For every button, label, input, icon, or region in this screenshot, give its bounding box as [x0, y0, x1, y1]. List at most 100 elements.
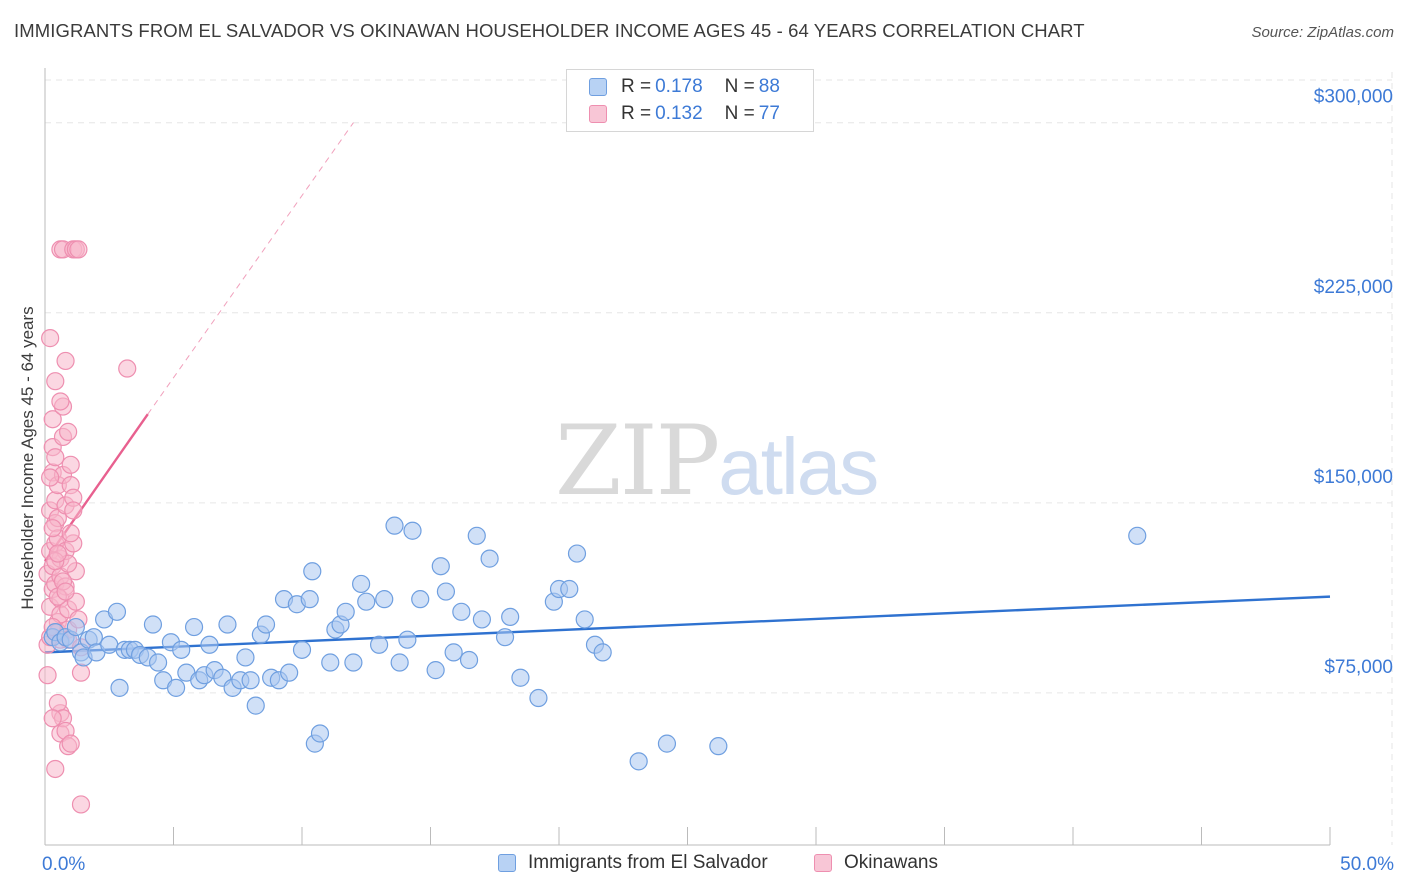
- el-salvador-point: [403, 521, 422, 540]
- el-salvador-point: [511, 668, 530, 687]
- legend-n-value: 77: [758, 103, 780, 124]
- el-salvador-point: [385, 516, 404, 535]
- legend-row-okinawans: R = 0.132 N = 77: [589, 102, 780, 126]
- el-salvador-point: [575, 610, 594, 629]
- okinawans-points: [38, 240, 137, 814]
- el-salvador-point: [184, 617, 204, 637]
- okinawan-point: [71, 795, 91, 814]
- trend-lines: [44, 122, 1331, 654]
- watermark-atlas: atlas: [718, 422, 879, 511]
- el-salvador-point: [459, 650, 479, 670]
- y-tick-label: $75,000: [1324, 657, 1393, 678]
- source-credit: Source: ZipAtlas.com: [1251, 24, 1394, 41]
- legend-n-label: N =: [724, 76, 755, 97]
- okinawan-point: [61, 455, 80, 474]
- el-salvador-point: [436, 582, 456, 601]
- el-salvador-point: [357, 592, 376, 611]
- legend-swatch-blue: [589, 78, 607, 96]
- legend-swatch-pink: [814, 854, 832, 872]
- legend-item-el-salvador[interactable]: Immigrants from El Salvador: [498, 852, 768, 874]
- legend-r-label: R =: [621, 76, 652, 97]
- okinawan-point: [41, 329, 60, 348]
- el-salvador-point: [241, 671, 260, 690]
- el-salvador-point: [390, 653, 409, 672]
- legend-n-label: N =: [724, 103, 755, 124]
- okinawan-point: [43, 709, 62, 728]
- el-salvador-point: [560, 579, 579, 599]
- el-salvador-point: [246, 696, 265, 715]
- el-salvador-point: [426, 661, 445, 680]
- el-salvador-point: [66, 617, 85, 637]
- el-salvador-points: [43, 516, 1147, 771]
- legend-r-value: 0.132: [655, 103, 703, 124]
- grid-lines: [45, 72, 1393, 845]
- el-salvador-point: [300, 590, 319, 609]
- el-salvador-point: [657, 734, 677, 753]
- okinawan-point: [118, 359, 137, 378]
- okinawan-point: [61, 734, 80, 753]
- legend-item-okinawans[interactable]: Okinawans: [814, 852, 938, 874]
- okinawan-point: [71, 663, 91, 682]
- el-salvador-point: [444, 643, 463, 662]
- legend-r-value: 0.178: [655, 76, 703, 97]
- okinawan-point: [38, 666, 57, 685]
- okinawan-point: [64, 501, 83, 520]
- legend-n-value: 88: [758, 76, 780, 97]
- el-salvador-point: [292, 640, 312, 659]
- el-salvador-point: [321, 653, 340, 672]
- el-salvador-point: [567, 544, 587, 563]
- el-salvador-point: [344, 653, 363, 672]
- okinawan-point: [69, 240, 88, 259]
- el-salvador-point: [398, 630, 417, 649]
- y-tick-label: $225,000: [1314, 277, 1393, 298]
- el-salvador-point: [303, 562, 322, 581]
- axis-labels: $75,000 $150,000 $225,000 $300,000 0.0% 50.0%…: [18, 87, 1394, 875]
- y-tick-label: $300,000: [1314, 87, 1393, 108]
- okinawan-point: [46, 448, 65, 467]
- axes: [44, 68, 1331, 846]
- el-salvador-point: [452, 602, 471, 621]
- okinawan-point: [46, 372, 65, 391]
- el-salvador-point: [352, 574, 371, 594]
- series-legend: Immigrants from El Salvador Okinawans: [0, 852, 1406, 878]
- el-salvador-point: [529, 688, 548, 708]
- legend-item-label: Okinawans: [844, 852, 938, 873]
- okinawan-point: [51, 392, 70, 411]
- el-salvador-point: [107, 602, 127, 621]
- el-salvador-point: [480, 549, 499, 568]
- y-tick-label: $150,000: [1314, 467, 1393, 488]
- el-salvador-point: [370, 635, 389, 654]
- okinawan-point: [43, 410, 62, 429]
- y-axis-label: Householder Income Ages 45 - 64 years: [18, 306, 37, 609]
- el-salvador-point: [256, 615, 276, 634]
- el-salvador-point: [166, 678, 186, 697]
- okinawan-point: [48, 544, 67, 563]
- watermark-zip: ZIP: [555, 405, 720, 517]
- el-salvador-point: [375, 590, 394, 609]
- okinawan-point: [61, 524, 80, 543]
- okinawan-trend-extension: [147, 122, 354, 415]
- okinawan-point: [56, 351, 75, 371]
- x-tick-label-min: 0.0%: [42, 854, 85, 875]
- okinawan-point: [43, 519, 62, 538]
- el-salvador-point: [472, 610, 491, 629]
- legend-item-label: Immigrants from El Salvador: [528, 852, 768, 873]
- el-salvador-point: [280, 663, 299, 682]
- correlation-legend: R = 0.178 N = 88 R = 0.132 N = 77: [566, 69, 814, 132]
- el-salvador-point: [172, 640, 191, 659]
- el-salvador-point: [495, 628, 515, 647]
- okinawan-point: [46, 759, 65, 779]
- el-salvador-point: [200, 635, 219, 654]
- el-salvador-point: [411, 590, 430, 609]
- el-salvador-point: [501, 607, 520, 627]
- legend-r-label: R =: [621, 103, 652, 124]
- okinawan-point: [48, 693, 67, 713]
- el-salvador-point: [143, 615, 163, 634]
- x-tick-label-max: 50.0%: [1340, 854, 1394, 875]
- legend-swatch-blue: [498, 854, 516, 872]
- okinawan-point: [41, 468, 60, 487]
- okinawan-point: [59, 422, 78, 441]
- el-salvador-point: [218, 615, 237, 634]
- okinawan-point: [56, 582, 75, 601]
